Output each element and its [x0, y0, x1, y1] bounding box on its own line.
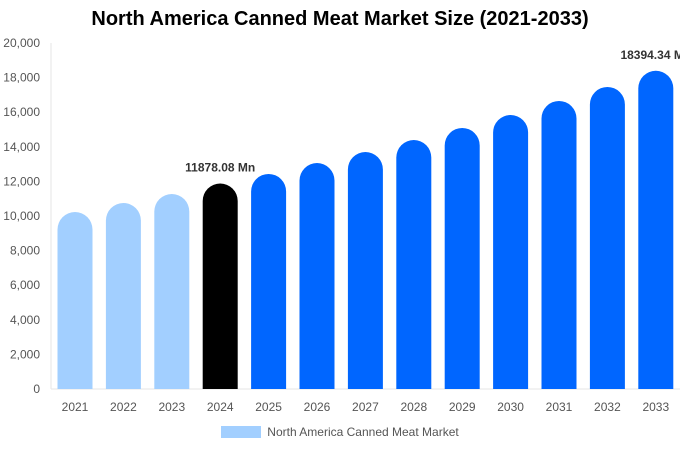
legend[interactable]: North America Canned Meat Market	[0, 425, 680, 439]
y-tick-label: 18,000	[3, 71, 40, 85]
bar-2021	[57, 212, 93, 389]
y-tick-label: 0	[33, 382, 40, 396]
x-tick-label: 2021	[62, 400, 89, 414]
y-tick-label: 16,000	[3, 105, 40, 119]
bar-2031	[541, 100, 577, 389]
x-tick-label: 2022	[110, 400, 137, 414]
x-tick-label: 2024	[207, 400, 234, 414]
data-label: 18394.34 Mn	[620, 48, 680, 62]
bar-2022	[105, 203, 141, 389]
y-tick-label: 20,000	[3, 36, 40, 50]
x-tick-label: 2030	[497, 400, 524, 414]
legend-label: North America Canned Meat Market	[267, 425, 459, 439]
y-tick-label: 8,000	[10, 244, 40, 258]
bar-2025	[251, 173, 287, 389]
bar-2027	[347, 151, 383, 389]
y-tick-label: 12,000	[3, 174, 40, 188]
x-tick-label: 2028	[400, 400, 427, 414]
x-tick-label: 2033	[642, 400, 669, 414]
x-tick-label: 2025	[255, 400, 282, 414]
bar-2033	[638, 70, 674, 389]
bar-2030	[493, 114, 529, 390]
y-tick-label: 6,000	[10, 278, 40, 292]
x-tick-label: 2023	[158, 400, 185, 414]
bar-2028	[396, 140, 432, 389]
x-tick-label: 2032	[594, 400, 621, 414]
y-tick-label: 14,000	[3, 140, 40, 154]
y-tick-label: 2,000	[10, 347, 40, 361]
x-tick-label: 2029	[449, 400, 476, 414]
x-tick-label: 2027	[352, 400, 379, 414]
x-tick-label: 2031	[546, 400, 573, 414]
bar-2029	[444, 127, 480, 390]
x-tick-label: 2026	[304, 400, 331, 414]
y-tick-label: 4,000	[10, 313, 40, 327]
legend-swatch	[221, 426, 262, 438]
data-label: 11878.08 Mn	[185, 161, 255, 175]
bar-2026	[299, 163, 335, 389]
chart-title: North America Canned Meat Market Size (2…	[91, 8, 589, 30]
y-tick-label: 10,000	[3, 209, 40, 223]
bar-2024	[202, 183, 238, 389]
bar-2023	[154, 194, 190, 389]
bar-2032	[589, 86, 625, 389]
